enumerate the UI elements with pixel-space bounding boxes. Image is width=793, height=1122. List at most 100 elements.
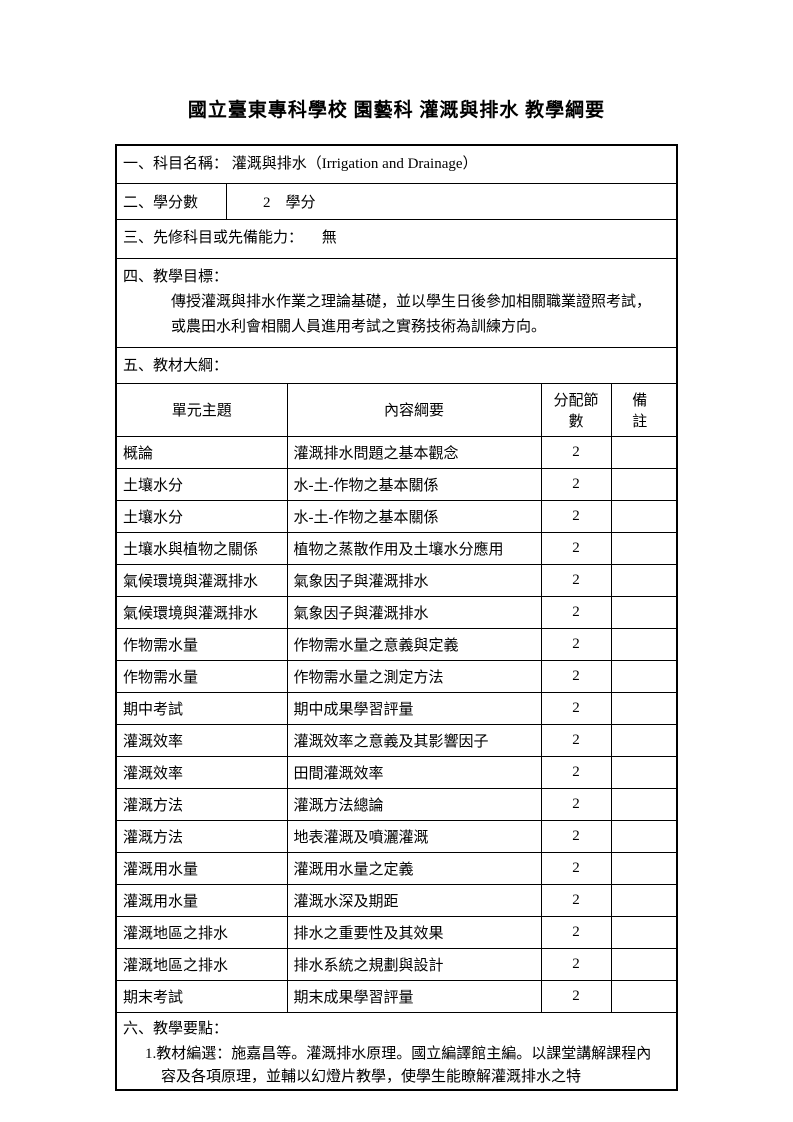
table-row: 期末考試期末成果學習評量2 (117, 980, 676, 1012)
cell-note (611, 916, 676, 948)
cell-note (611, 660, 676, 692)
prereq-label: 三、先修科目或先備能力： (123, 230, 303, 246)
cell-note (611, 980, 676, 1012)
cell-unit: 灌溉方法 (117, 820, 287, 852)
cell-note (611, 756, 676, 788)
cell-content: 灌溉排水問題之基本觀念 (287, 436, 541, 468)
cell-content: 灌溉用水量之定義 (287, 852, 541, 884)
cell-num: 2 (541, 884, 611, 916)
credits-value: 2 學分 (227, 184, 676, 219)
cell-num: 2 (541, 660, 611, 692)
cell-content: 水-土-作物之基本關係 (287, 500, 541, 532)
cell-note (611, 628, 676, 660)
cell-unit: 土壤水分 (117, 468, 287, 500)
cell-note (611, 948, 676, 980)
cell-note (611, 692, 676, 724)
cell-content: 水-土-作物之基本關係 (287, 468, 541, 500)
cell-note (611, 468, 676, 500)
cell-num: 2 (541, 980, 611, 1012)
cell-unit: 作物需水量 (117, 628, 287, 660)
cell-content: 作物需水量之測定方法 (287, 660, 541, 692)
cell-content: 氣象因子與灌溉排水 (287, 564, 541, 596)
table-row: 作物需水量作物需水量之意義與定義2 (117, 628, 676, 660)
cell-unit: 灌溉用水量 (117, 884, 287, 916)
table-row: 灌溉方法灌溉方法總論2 (117, 788, 676, 820)
table-row: 氣候環境與灌溉排水氣象因子與灌溉排水2 (117, 596, 676, 628)
cell-num: 2 (541, 820, 611, 852)
cell-note (611, 596, 676, 628)
cell-note (611, 820, 676, 852)
cell-num: 2 (541, 948, 611, 980)
table-row: 土壤水與植物之關係植物之蒸散作用及土壤水分應用2 (117, 532, 676, 564)
goal-body-2: 或農田水利會相關人員進用考試之實務技術為訓練方向。 (123, 314, 670, 339)
table-row: 灌溉效率田間灌溉效率2 (117, 756, 676, 788)
outline-table: 單元主題 內容綱要 分配節數 備註 概論灌溉排水問題之基本觀念2土壤水分水-土-… (117, 383, 676, 1012)
cell-note (611, 884, 676, 916)
cell-note (611, 724, 676, 756)
section-subject: 一、科目名稱： 灌溉與排水（Irrigation and Drainage） (117, 146, 676, 184)
cell-note (611, 564, 676, 596)
cell-unit: 土壤水與植物之關係 (117, 532, 287, 564)
table-row: 土壤水分水-土-作物之基本關係2 (117, 500, 676, 532)
cell-unit: 灌溉地區之排水 (117, 948, 287, 980)
table-row: 氣候環境與灌溉排水氣象因子與灌溉排水2 (117, 564, 676, 596)
cell-num: 2 (541, 756, 611, 788)
cell-content: 作物需水量之意義與定義 (287, 628, 541, 660)
table-row: 灌溉用水量灌溉用水量之定義2 (117, 852, 676, 884)
points-label: 六、教學要點： (123, 1021, 228, 1037)
cell-num: 2 (541, 532, 611, 564)
cell-note (611, 500, 676, 532)
cell-num: 2 (541, 692, 611, 724)
goal-label: 四、教學目標： (123, 266, 670, 289)
section-prereq: 三、先修科目或先備能力： 無 (117, 220, 676, 258)
cell-content: 地表灌溉及噴灑灌溉 (287, 820, 541, 852)
cell-content: 排水系統之規劃與設計 (287, 948, 541, 980)
cell-unit: 土壤水分 (117, 500, 287, 532)
th-num: 分配節數 (541, 383, 611, 436)
cell-content: 田間灌溉效率 (287, 756, 541, 788)
points-body-2: 容及各項原理，並輔以幻燈片教學，使學生能瞭解灌溉排水之特 (117, 1066, 676, 1089)
cell-num: 2 (541, 500, 611, 532)
subject-label: 一、科目名稱： (123, 156, 228, 172)
cell-unit: 作物需水量 (117, 660, 287, 692)
cell-content: 排水之重要性及其效果 (287, 916, 541, 948)
table-row: 概論灌溉排水問題之基本觀念2 (117, 436, 676, 468)
syllabus-frame: 一、科目名稱： 灌溉與排水（Irrigation and Drainage） 二… (115, 144, 678, 1091)
cell-num: 2 (541, 564, 611, 596)
table-row: 灌溉效率灌溉效率之意義及其影響因子2 (117, 724, 676, 756)
cell-num: 2 (541, 788, 611, 820)
cell-unit: 期中考試 (117, 692, 287, 724)
outline-label: 五、教材大綱： (123, 358, 228, 374)
section-points-label: 六、教學要點： (117, 1012, 676, 1043)
th-note: 備註 (611, 383, 676, 436)
section-goal: 四、教學目標： 傳授灌溉與排水作業之理論基礎，並以學生日後參加相關職業證照考試，… (117, 259, 676, 349)
cell-note (611, 532, 676, 564)
section-outline-label: 五、教材大綱： (117, 348, 676, 382)
cell-content: 植物之蒸散作用及土壤水分應用 (287, 532, 541, 564)
th-content: 內容綱要 (287, 383, 541, 436)
table-row: 灌溉用水量灌溉水深及期距2 (117, 884, 676, 916)
table-row: 灌溉地區之排水排水系統之規劃與設計2 (117, 948, 676, 980)
cell-unit: 概論 (117, 436, 287, 468)
th-unit: 單元主題 (117, 383, 287, 436)
cell-note (611, 788, 676, 820)
page-title: 國立臺東專科學校 園藝科 灌溉與排水 教學綱要 (115, 95, 678, 122)
cell-unit: 期末考試 (117, 980, 287, 1012)
table-row: 灌溉方法地表灌溉及噴灑灌溉2 (117, 820, 676, 852)
cell-unit: 灌溉用水量 (117, 852, 287, 884)
cell-content: 灌溉水深及期距 (287, 884, 541, 916)
cell-content: 氣象因子與灌溉排水 (287, 596, 541, 628)
cell-unit: 灌溉效率 (117, 756, 287, 788)
cell-content: 期末成果學習評量 (287, 980, 541, 1012)
cell-content: 期中成果學習評量 (287, 692, 541, 724)
cell-note (611, 852, 676, 884)
cell-unit: 氣候環境與灌溉排水 (117, 564, 287, 596)
table-row: 灌溉地區之排水排水之重要性及其效果2 (117, 916, 676, 948)
cell-content: 灌溉方法總論 (287, 788, 541, 820)
cell-num: 2 (541, 628, 611, 660)
cell-content: 灌溉效率之意義及其影響因子 (287, 724, 541, 756)
table-header-row: 單元主題 內容綱要 分配節數 備註 (117, 383, 676, 436)
prereq-value: 無 (322, 230, 337, 246)
table-row: 作物需水量作物需水量之測定方法2 (117, 660, 676, 692)
table-row: 土壤水分水-土-作物之基本關係2 (117, 468, 676, 500)
